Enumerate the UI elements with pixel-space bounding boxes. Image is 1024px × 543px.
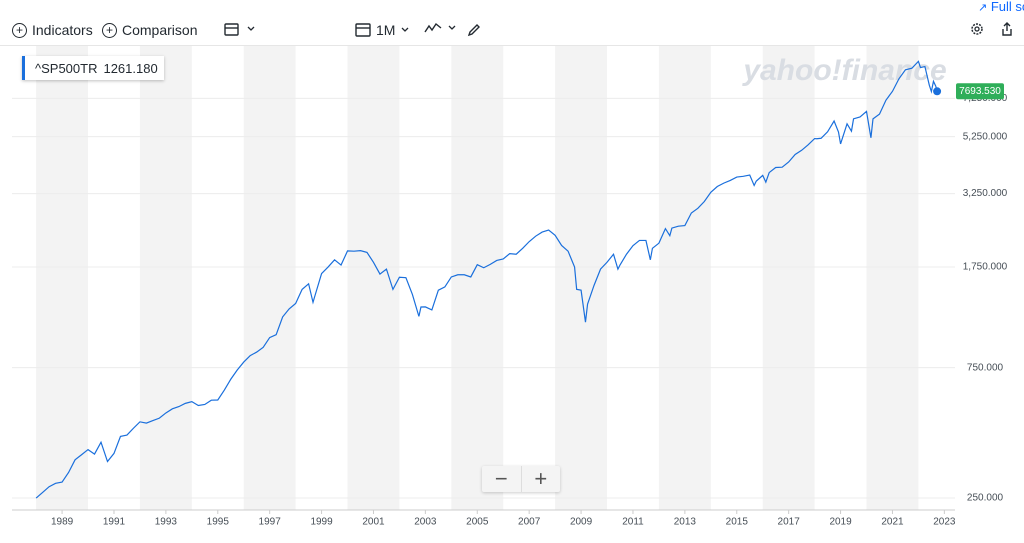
- gear-icon: [971, 23, 983, 35]
- y-tick-label: 5,250.000: [963, 131, 1008, 142]
- x-tick-label: 2019: [829, 517, 852, 528]
- watermark: yahoo!finance: [741, 54, 946, 87]
- comparison-button[interactable]: + Comparison: [102, 22, 197, 38]
- share-button[interactable]: [1000, 22, 1014, 36]
- shade-band: [243, 46, 296, 510]
- label: Indicators: [32, 22, 93, 38]
- chart-type-button[interactable]: [424, 22, 457, 34]
- x-tick-label: 2009: [570, 517, 593, 528]
- chevron: [448, 25, 456, 30]
- x-tick-label: 1993: [155, 517, 178, 528]
- legend-value: 1261.180: [103, 60, 158, 76]
- y-tick-label: 250.000: [967, 493, 1004, 504]
- last-price-label: 7693.530: [959, 86, 1001, 97]
- last-price-dot: [933, 87, 942, 96]
- x-tick-label: 1999: [310, 517, 333, 528]
- price-line: [35, 60, 938, 499]
- x-tick-label: 2007: [518, 517, 541, 528]
- x-tick-label: 1995: [207, 517, 230, 528]
- x-tick-label: 2017: [778, 517, 801, 528]
- y-tick-label: 3,250.000: [963, 188, 1008, 199]
- icon: +: [102, 22, 117, 38]
- date-range-button[interactable]: [224, 22, 258, 36]
- x-tick-label: 2021: [881, 517, 904, 528]
- y-tick-label: 1,750.000: [963, 262, 1008, 273]
- last-price-badge: [956, 83, 1004, 100]
- x-tick-label: 2003: [414, 517, 437, 528]
- legend: ^SP500TR 1261.180: [22, 56, 164, 80]
- pencil-icon: [467, 24, 480, 37]
- x-tick-label: 1989: [51, 517, 74, 528]
- label: Full screen: [990, 0, 1024, 14]
- label: 1M: [376, 22, 396, 38]
- chevron: [247, 26, 255, 31]
- toolbar: + Indicators + Comparison 1M ↗ Full screen: [0, 0, 1024, 46]
- zoom-in[interactable]: +: [520, 466, 561, 492]
- x-tick-label: 2023: [933, 517, 956, 528]
- shade-band: [139, 46, 192, 510]
- chevron: [401, 27, 409, 32]
- shade-band: [555, 46, 608, 510]
- label: Comparison: [122, 22, 198, 38]
- x-tick-label: 2005: [466, 517, 489, 528]
- interval-icon: [355, 23, 371, 37]
- shade-band: [762, 46, 815, 510]
- zoom-out[interactable]: −: [494, 466, 508, 491]
- shade-band: [36, 46, 89, 510]
- line-icon: [424, 22, 442, 33]
- settings-button[interactable]: [970, 22, 984, 36]
- icon: +: [12, 22, 27, 38]
- calendar-icon: [224, 23, 239, 36]
- shade-band: [658, 46, 711, 510]
- legend-symbol: ^SP500TR: [35, 60, 98, 76]
- y-tick-label: 7,250.000: [963, 93, 1008, 104]
- interval-button[interactable]: 1M: [355, 22, 410, 38]
- full-screen-button[interactable]: ↗ Full screen: [978, 0, 1024, 14]
- x-tick-label: 2013: [674, 517, 697, 528]
- shade-band: [866, 46, 919, 510]
- share-icon: [1002, 22, 1012, 36]
- x-tick-label: 2015: [726, 517, 749, 528]
- shade-band: [451, 46, 504, 510]
- y-tick-label: 750.000: [967, 362, 1004, 373]
- x-tick-label: 1997: [259, 517, 282, 528]
- x-tick-label: 2001: [362, 517, 385, 528]
- x-tick-label: 2011: [622, 517, 644, 528]
- shade-band: [347, 46, 400, 510]
- x-tick-label: 1991: [103, 517, 126, 528]
- draw-button[interactable]: [466, 22, 482, 38]
- indicators-button[interactable]: + Indicators: [12, 22, 93, 38]
- zoom-controls: − +: [482, 466, 560, 492]
